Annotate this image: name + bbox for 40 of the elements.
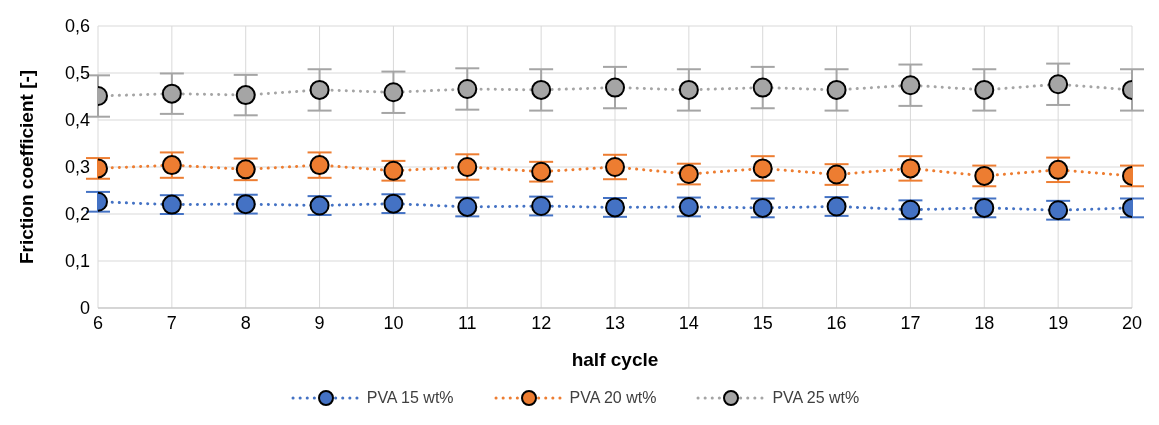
- point: [605, 77, 625, 98]
- point: [457, 78, 478, 99]
- x-tick-label: 15: [752, 312, 773, 333]
- x-tick-label: 8: [240, 312, 251, 333]
- x-tick-label: 14: [678, 312, 699, 333]
- point: [900, 75, 921, 96]
- y-tick-label: 0,4: [64, 110, 90, 131]
- point: [309, 79, 330, 100]
- y-tick-label: 0,1: [64, 251, 90, 272]
- point: [974, 79, 995, 100]
- point: [531, 79, 552, 100]
- x-tick-label: 13: [604, 312, 626, 333]
- x-tick-label: 10: [383, 312, 404, 333]
- x-axis-title: half cycle: [571, 349, 659, 370]
- point: [752, 77, 773, 98]
- y-tick-label: 0,5: [64, 63, 90, 84]
- x-tick-label: 9: [314, 312, 325, 333]
- y-tick-label: 0,6: [64, 16, 90, 37]
- y-tick-label: 0,2: [64, 204, 90, 225]
- point: [161, 83, 182, 104]
- x-tick-label: 16: [826, 312, 847, 333]
- x-tick-label: 17: [900, 312, 921, 333]
- point: [1048, 74, 1069, 95]
- x-tick-label: 6: [92, 312, 104, 333]
- legend-label: PVA 15 wt%: [366, 389, 454, 407]
- x-tick-label: 19: [1048, 312, 1069, 333]
- x-tick-label: 18: [974, 312, 995, 333]
- point: [826, 79, 847, 100]
- legend-label: PVA 25 wt%: [772, 389, 860, 407]
- point: [383, 82, 404, 103]
- y-tick-label: 0: [79, 298, 90, 319]
- y-axis-title: Friction coefficient [-]: [15, 69, 37, 265]
- point: [678, 79, 699, 100]
- legend-label: PVA 20 wt%: [569, 389, 657, 407]
- x-tick-label: 7: [166, 312, 177, 333]
- point: [235, 85, 256, 106]
- x-tick-label: 20: [1121, 312, 1143, 333]
- x-tick-label: 12: [531, 312, 552, 333]
- x-tick-label: 11: [457, 312, 477, 333]
- y-tick-label: 0,3: [64, 157, 90, 178]
